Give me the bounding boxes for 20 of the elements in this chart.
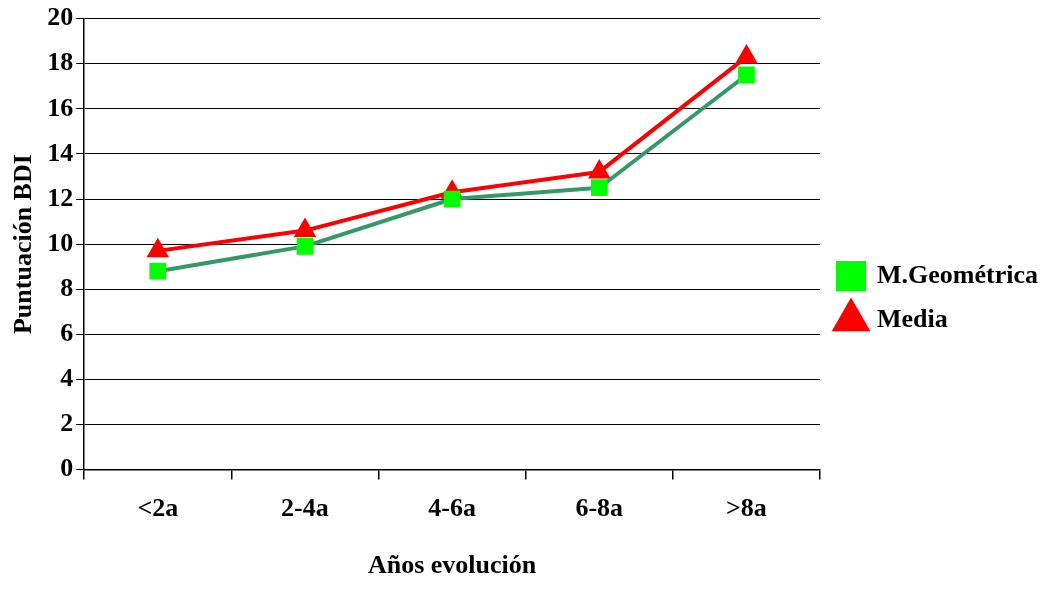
x-tick-label: 6-8a	[575, 492, 624, 522]
x-tick-label: 4-6a	[428, 492, 476, 522]
y-axis-title: Puntuación BDI	[8, 154, 38, 335]
y-tick-label: 10	[47, 227, 74, 257]
y-tick-label: 0	[60, 453, 74, 483]
y-tick-label: 8	[60, 272, 74, 302]
y-tick-label: 16	[47, 92, 74, 122]
x-tick-label: <2a	[137, 492, 179, 522]
x-tick-label: 2-4a	[281, 492, 329, 522]
x-tick-label: >8a	[726, 492, 767, 522]
legend-label: Media	[877, 303, 948, 333]
legend-label: M.Geométrica	[877, 259, 1038, 289]
y-tick-label: 14	[47, 137, 74, 167]
y-tick-label: 2	[60, 408, 74, 438]
y-tick-label: 6	[60, 318, 74, 348]
x-axis-title: Años evolución	[367, 550, 537, 580]
y-tick-label: 20	[47, 2, 74, 32]
y-tick-label: 4	[60, 363, 74, 393]
y-tick-label: 12	[47, 182, 74, 212]
y-tick-label: 18	[47, 47, 74, 77]
